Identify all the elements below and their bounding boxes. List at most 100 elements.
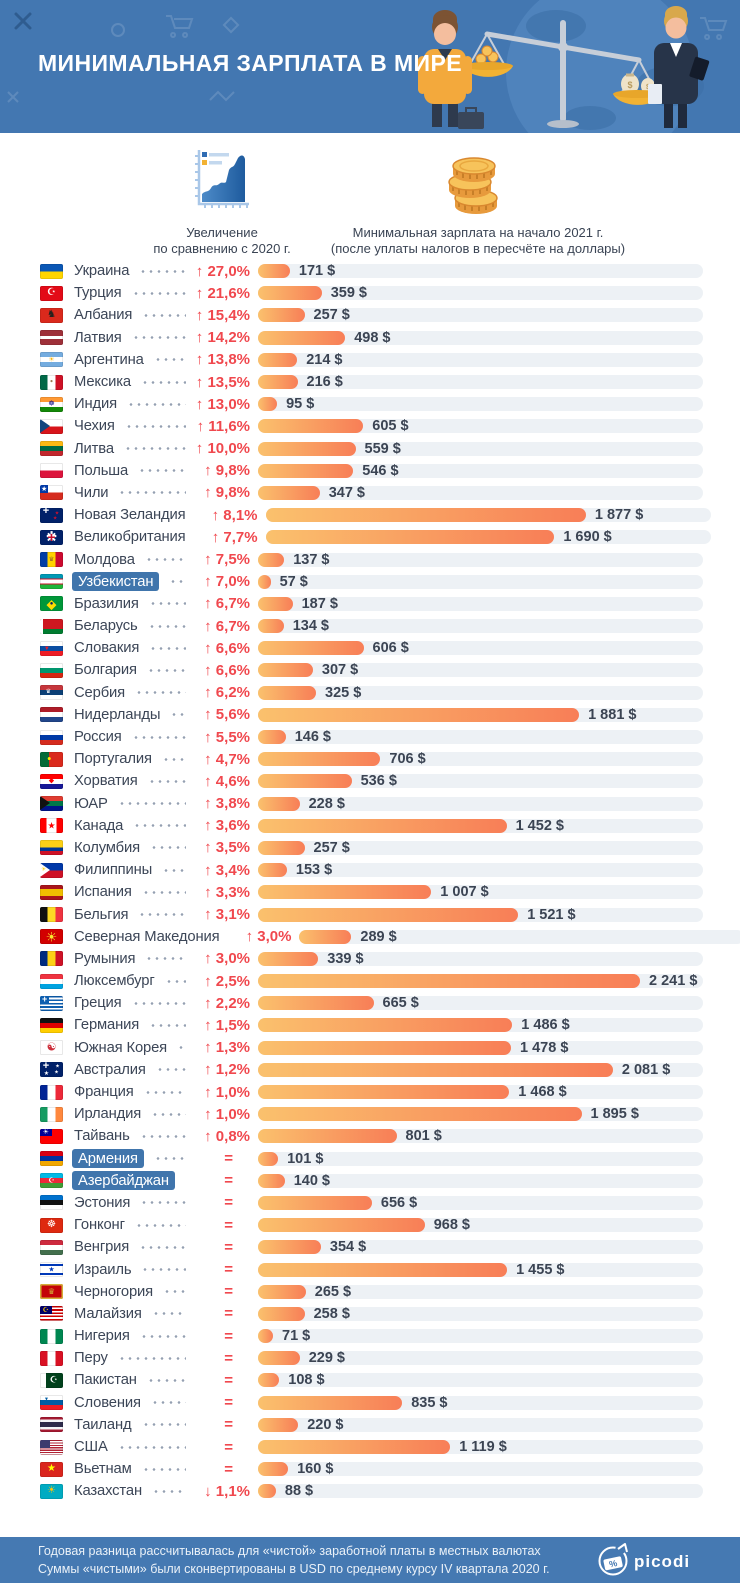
bar-value-label: 1 468 $: [518, 1084, 567, 1101]
country-row: Перу = 229 $: [0, 1347, 740, 1369]
leader-dots: [129, 336, 186, 340]
bar-track: 171 $: [258, 263, 703, 279]
wage-bar: [258, 1484, 276, 1499]
change-value: ↑ 3,3%: [204, 883, 250, 901]
bar-value-label: 1 007 $: [440, 884, 489, 901]
bar-track: 101 $: [258, 1150, 703, 1167]
country-row: + ★ ★ ★ Австралия ↑ 1,2% 2 081 $: [0, 1059, 740, 1081]
change-value: ↑ 3,1%: [204, 906, 250, 924]
leader-dots: [136, 469, 186, 473]
wage-bar: [258, 1018, 513, 1033]
country-row: Бельгия ↑ 3,1% 1 521 $: [0, 903, 740, 925]
country-row: Литва ↑ 10,0% 559 $: [0, 438, 740, 460]
bar-value-label: 216 $: [306, 374, 343, 391]
flag-emblem: ★: [47, 1463, 56, 1475]
bar-value-label: 214 $: [306, 351, 343, 368]
country-row: ★ Вьетнам = 160 $: [0, 1458, 740, 1480]
bar-value-label: 536 $: [360, 773, 397, 790]
flag-icon: [40, 662, 63, 678]
bar-track: 325 $: [258, 685, 703, 701]
leader-dots: [115, 1445, 186, 1449]
wage-bar: [258, 1329, 273, 1344]
footer: Годовая разница рассчитывалась для «чист…: [0, 1537, 740, 1583]
country-row: ☯ Южная Корея ↑ 1,3% 1 478 $: [0, 1037, 740, 1059]
leader-dots: [136, 913, 186, 917]
change-value: ↑ 27,0%: [195, 262, 250, 280]
bar-track: 1 895 $: [258, 1106, 703, 1122]
flag-icon: ▼: [40, 1395, 63, 1411]
country-name: Хорватия: [74, 773, 138, 790]
bar-value-label: 1 452 $: [515, 817, 564, 834]
flag-emblem: ★: [54, 1069, 59, 1076]
country-row: ◆ ● Бразилия ↑ 6,7% 187 $: [0, 593, 740, 615]
leader-dots: [147, 1023, 186, 1027]
country-name: Франция: [74, 1084, 134, 1101]
bar-value-label: 2 241 $: [649, 973, 698, 990]
country-name: Азербайджан: [72, 1171, 175, 1191]
country-name: Южная Корея: [74, 1039, 168, 1056]
change-value: =: [224, 1194, 233, 1212]
country-name: Греция: [74, 995, 122, 1012]
leader-dots: [141, 1090, 186, 1094]
wage-bar: [258, 641, 364, 656]
wage-bar: [258, 1262, 508, 1277]
change-value: ↑ 1,0%: [204, 1083, 250, 1101]
flag-canton: +: [40, 1062, 52, 1071]
flag-icon: ●: [40, 751, 63, 767]
flag-icon: [40, 1350, 63, 1366]
wage-bar: [258, 330, 346, 345]
bar-value-label: 265 $: [314, 1283, 352, 1300]
leader-dots: [175, 1046, 186, 1050]
bar-value-label: 101 $: [287, 1150, 324, 1167]
legend-wage-line2: (после уплаты налогов в пересчёте на дол…: [330, 241, 626, 257]
bar-track: 354 $: [258, 1239, 703, 1255]
flag-icon: ☪: [40, 285, 63, 301]
bar-track: 153 $: [258, 862, 703, 878]
leader-dots: [147, 846, 186, 850]
flag-icon: [40, 1239, 63, 1255]
leader-dots: [140, 313, 186, 317]
change-value: =: [224, 1394, 233, 1412]
leader-dots: [148, 1401, 186, 1405]
flag-emblem: ◆: [48, 777, 55, 785]
country-name: Нидерланды: [74, 706, 161, 723]
country-row: Испания ↑ 3,3% 1 007 $: [0, 881, 740, 903]
bar-track: 88 $: [258, 1483, 703, 1499]
flag-icon: [40, 330, 63, 346]
wage-bar: [258, 1440, 451, 1455]
leader-dots: [153, 1068, 186, 1072]
change-value: ↑ 6,7%: [204, 595, 250, 613]
leader-dots: [144, 668, 186, 672]
country-name: Португалия: [74, 751, 152, 768]
bar-value-label: 1 521 $: [527, 906, 576, 923]
bar-value-label: 1 119 $: [459, 1439, 507, 1456]
country-name: Гонконг: [74, 1217, 125, 1234]
flag-emblem: ◆: [46, 596, 57, 612]
bar-track: 289 $: [299, 929, 740, 945]
country-row: ☀ Аргентина ↑ 13,8% 214 $: [0, 349, 740, 371]
bar-track: 347 $: [258, 485, 703, 501]
bar-value-label: 2 081 $: [621, 1061, 671, 1078]
bar-track: 1 881 $: [258, 707, 703, 723]
cart-icon: [166, 15, 194, 38]
flag-emblem: ×: [46, 529, 57, 545]
country-row: Германия ↑ 1,5% 1 486 $: [0, 1014, 740, 1036]
bar-track: 606 $: [258, 640, 703, 656]
bar-value-label: 498 $: [354, 329, 391, 346]
change-value: ↑ 7,7%: [211, 528, 258, 546]
change-value: ↑ 4,6%: [204, 772, 250, 790]
wage-bar: [258, 1129, 397, 1144]
change-value: ↑ 3,0%: [245, 928, 292, 946]
country-name: Ирландия: [74, 1106, 142, 1123]
country-row: ★ Чили ↑ 9,8% 347 $: [0, 482, 740, 504]
country-row: ☪ Турция ↑ 21,6% 359 $: [0, 282, 740, 304]
leader-dots: [132, 1223, 186, 1227]
wage-bar: [258, 996, 374, 1011]
flag-emblem: ♛: [48, 556, 55, 563]
country-name: Израиль: [74, 1261, 132, 1278]
flag-emblem: ★: [55, 1063, 60, 1070]
country-name: Польша: [74, 462, 129, 479]
bar-track: 134 $: [258, 618, 703, 634]
leader-dots: [143, 957, 186, 961]
flag-canton: ☀: [40, 1128, 52, 1137]
